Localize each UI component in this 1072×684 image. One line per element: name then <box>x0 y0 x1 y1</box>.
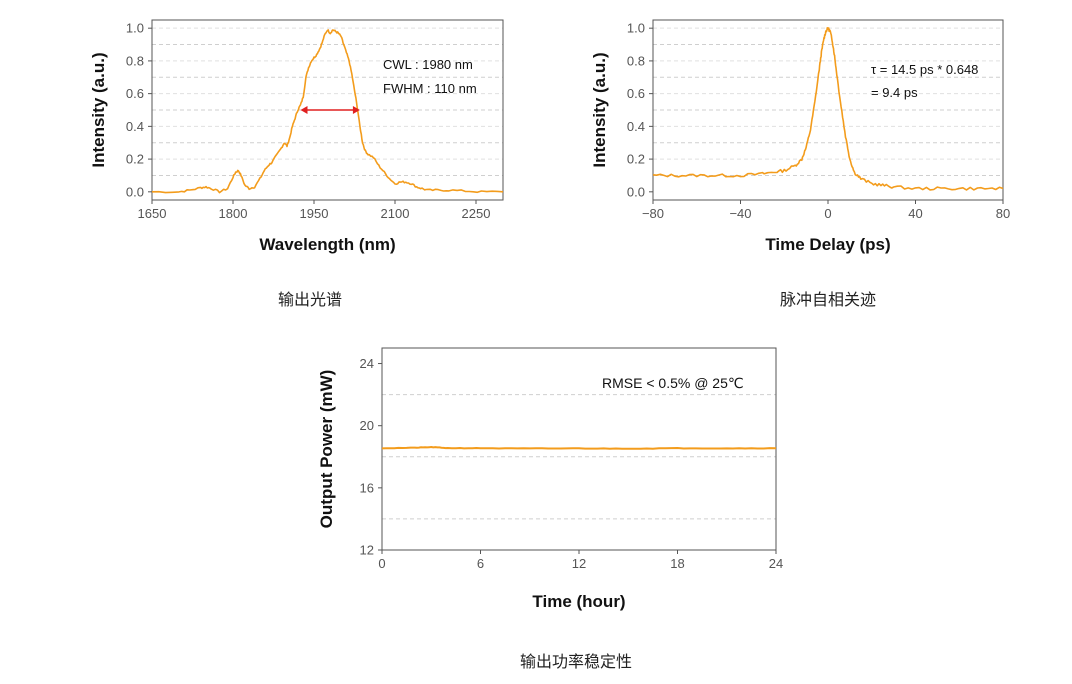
x-tick-label: 1650 <box>138 206 167 221</box>
x-tick-label: −40 <box>729 206 751 221</box>
x-tick-label: 24 <box>769 556 783 571</box>
y-axis-label: Intensity (a.u.) <box>590 52 609 167</box>
y-tick-label: 0.0 <box>627 184 645 199</box>
x-tick-label: 12 <box>572 556 586 571</box>
power-stability-caption: 输出功率稳定性 <box>519 652 632 671</box>
series-line <box>652 26 1004 191</box>
power-stability-chart: 0 6 12 18 24 12 16 20 24 Time (hour) Output Power … <box>317 347 783 611</box>
x-axis-label: Time (hour) <box>532 592 625 611</box>
fwhm-arrow-head-right <box>352 106 360 114</box>
x-axis-label: Time Delay (ps) <box>765 235 890 254</box>
x-tick-label: 40 <box>908 206 922 221</box>
y-tick-label: 1.0 <box>627 21 645 36</box>
fwhm-arrow-head-left <box>300 106 308 114</box>
y-tick-label: 0.2 <box>126 152 144 167</box>
x-tick-label: 80 <box>996 206 1010 221</box>
y-tick-label: 20 <box>360 418 374 433</box>
y-tick-label: 0.2 <box>627 152 645 167</box>
y-tick-label: 0.8 <box>627 53 645 68</box>
y-tick-label: 0.6 <box>627 86 645 101</box>
x-axis-label: Wavelength (nm) <box>259 235 395 254</box>
y-tick-label: 1.0 <box>126 21 144 36</box>
series-line <box>151 29 504 194</box>
plot-frame <box>151 19 504 201</box>
x-tick-label: 0 <box>824 206 831 221</box>
x-tick-label: −80 <box>642 206 664 221</box>
cwl-annotation: CWL : 1980 nm <box>383 57 473 72</box>
spectrum-chart: 1650 1800 1950 2100 2250 0.0 0.2 0.4 0.6 0.8 1.0 Wa… <box>89 19 504 254</box>
y-tick-label: 0.4 <box>627 119 645 134</box>
autocorrelation-caption: 脉冲自相关迹 <box>779 290 876 309</box>
spectrum-caption: 输出光谱 <box>277 290 342 309</box>
x-tick-label: 2100 <box>381 206 410 221</box>
tau-result-annotation: = 9.4 ps <box>871 85 918 100</box>
x-tick-label: 1800 <box>219 206 248 221</box>
y-axis-label: Output Power (mW) <box>317 370 336 529</box>
y-tick-label: 24 <box>360 356 374 371</box>
series-line <box>381 446 777 450</box>
x-tick-label: 1950 <box>300 206 329 221</box>
y-tick-label: 0.8 <box>126 53 144 68</box>
x-tick-label: 18 <box>670 556 684 571</box>
fwhm-annotation: FWHM : 110 nm <box>383 81 477 96</box>
y-tick-label: 0.0 <box>126 184 144 199</box>
autocorrelation-chart: −80 −40 0 40 80 0.0 0.2 0.4 0.6 0.8 1.0 Time Delay … <box>590 19 1010 254</box>
x-tick-label: 0 <box>378 556 385 571</box>
y-tick-label: 16 <box>360 480 374 495</box>
y-tick-label: 12 <box>360 543 374 558</box>
rmse-annotation: RMSE < 0.5% @ 25℃ <box>602 375 744 391</box>
y-tick-label: 0.6 <box>126 86 144 101</box>
x-tick-label: 6 <box>477 556 484 571</box>
y-tick-label: 0.4 <box>126 119 144 134</box>
x-tick-label: 2250 <box>462 206 491 221</box>
tau-annotation: τ = 14.5 ps * 0.648 <box>871 62 978 77</box>
y-axis-label: Intensity (a.u.) <box>89 52 108 167</box>
